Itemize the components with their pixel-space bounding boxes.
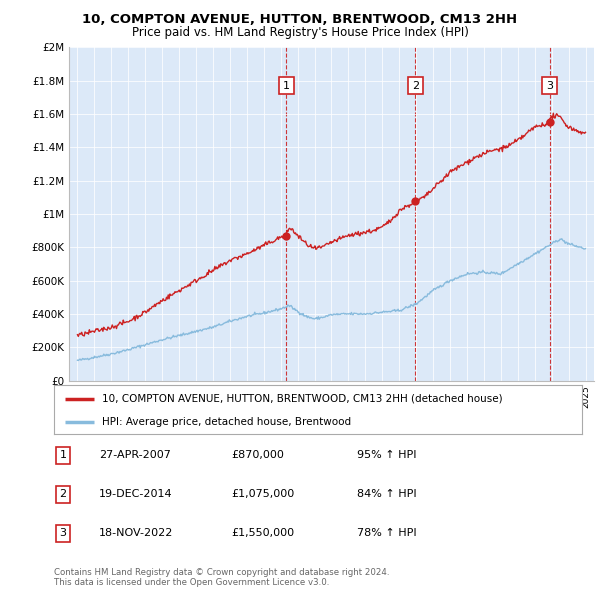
Text: Price paid vs. HM Land Registry's House Price Index (HPI): Price paid vs. HM Land Registry's House …	[131, 26, 469, 39]
Text: 3: 3	[59, 529, 67, 538]
Text: 10, COMPTON AVENUE, HUTTON, BRENTWOOD, CM13 2HH (detached house): 10, COMPTON AVENUE, HUTTON, BRENTWOOD, C…	[101, 394, 502, 404]
Text: 18-NOV-2022: 18-NOV-2022	[99, 529, 173, 538]
Text: 10, COMPTON AVENUE, HUTTON, BRENTWOOD, CM13 2HH: 10, COMPTON AVENUE, HUTTON, BRENTWOOD, C…	[82, 13, 518, 26]
Text: £870,000: £870,000	[231, 451, 284, 460]
Text: 95% ↑ HPI: 95% ↑ HPI	[357, 451, 416, 460]
Text: £1,075,000: £1,075,000	[231, 490, 294, 499]
Text: 3: 3	[546, 81, 553, 90]
Text: 1: 1	[59, 451, 67, 460]
Text: £1,550,000: £1,550,000	[231, 529, 294, 538]
Text: 84% ↑ HPI: 84% ↑ HPI	[357, 490, 416, 499]
Text: 19-DEC-2014: 19-DEC-2014	[99, 490, 173, 499]
Text: 2: 2	[412, 81, 419, 90]
Text: 1: 1	[283, 81, 290, 90]
Text: 27-APR-2007: 27-APR-2007	[99, 451, 171, 460]
Text: Contains HM Land Registry data © Crown copyright and database right 2024.
This d: Contains HM Land Registry data © Crown c…	[54, 568, 389, 587]
Text: 2: 2	[59, 490, 67, 499]
Text: 78% ↑ HPI: 78% ↑ HPI	[357, 529, 416, 538]
Text: HPI: Average price, detached house, Brentwood: HPI: Average price, detached house, Bren…	[101, 417, 350, 427]
